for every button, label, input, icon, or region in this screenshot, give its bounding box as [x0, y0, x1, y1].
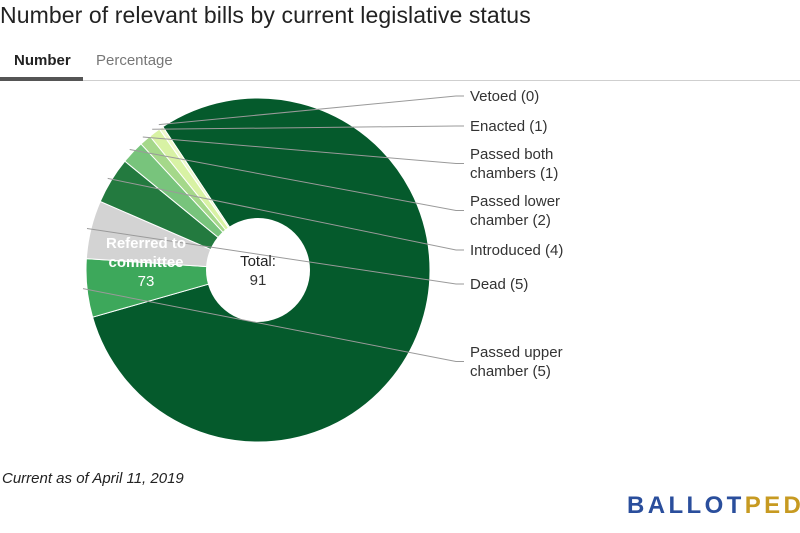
slice-label-line: chambers (1) [470, 165, 558, 182]
leader-line [142, 136, 464, 164]
leader-line [107, 177, 464, 251]
slice-label-line: Vetoed (0) [470, 88, 539, 105]
slice-labels: Referred to committee 73 Passed upper chambe… [106, 88, 563, 380]
slice-label-line: chamber (5) [470, 363, 551, 380]
footnote: Current as of April 11, 2019 [2, 470, 184, 487]
leader-line [82, 288, 464, 362]
active-tab-indicator [0, 77, 83, 81]
logo-part-ballot: BALLOT [627, 492, 745, 519]
tab-divider [0, 80, 800, 81]
logo-part-pedia: PEDIA [744, 492, 800, 519]
leader-line [152, 125, 464, 130]
leader-line [129, 149, 464, 211]
center-total-value: 91 [250, 272, 267, 289]
slice-label-line: chamber (2) [470, 212, 551, 229]
slice-label-line: Referred to [106, 235, 186, 252]
chart-title: Number of relevant bills by current legi… [0, 2, 531, 28]
tab-number[interactable]: Number [14, 52, 71, 69]
donut-hole [206, 218, 310, 322]
leader-line [86, 228, 464, 285]
slice-label-line: Passed lower [470, 193, 560, 210]
view-tabs: Number Percentage [0, 46, 800, 82]
leader-line [158, 95, 464, 126]
ballotpedia-logo[interactable]: BALLOTPEDIA [627, 492, 800, 520]
slice-label-line: Enacted (1) [470, 118, 548, 135]
slice-label-line: Passed both [470, 146, 553, 163]
tab-percentage[interactable]: Percentage [96, 52, 173, 69]
donut-chart: Referred to committee 73 Passed upper chambe… [82, 88, 563, 443]
slice-label-line: committee [108, 254, 183, 271]
slice-label-line: Introduced (4) [470, 242, 563, 259]
center-total-label: Total: [240, 253, 276, 270]
leader-lines [82, 95, 464, 362]
slice-label-line: Passed upper [470, 344, 563, 361]
slice-value-label: 73 [138, 273, 155, 290]
slice-label-line: Dead (5) [470, 276, 528, 293]
